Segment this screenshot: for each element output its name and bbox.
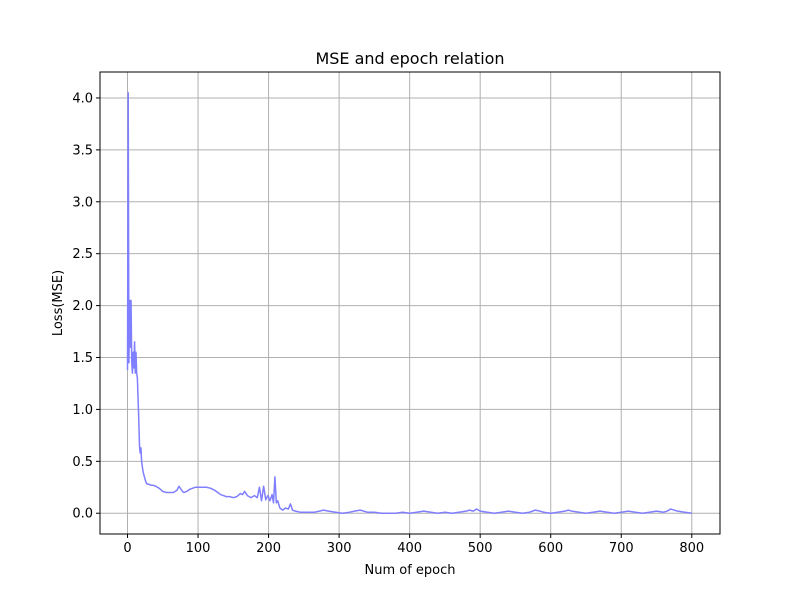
grid-lines	[100, 72, 720, 534]
series-lines	[126, 92, 692, 514]
x-tick-label: 500	[468, 541, 493, 556]
x-tick-label: 700	[609, 541, 634, 556]
y-tick-label: 3.0	[72, 195, 93, 210]
y-tick-label: 0.5	[72, 455, 93, 470]
x-tick-label: 800	[679, 541, 704, 556]
x-axis-label: Num of epoch	[364, 563, 455, 578]
y-tick-label: 2.5	[72, 247, 93, 262]
x-tick-label: 0	[123, 541, 131, 556]
y-tick-label: 0.0	[72, 507, 93, 522]
y-tick-label: 3.5	[72, 143, 93, 158]
y-tick-label: 1.5	[72, 351, 93, 366]
x-tick-label: 600	[538, 541, 563, 556]
x-tick-label: 100	[186, 541, 211, 556]
loss-series-line	[126, 92, 692, 514]
y-tick-label: 4.0	[72, 91, 93, 106]
y-axis-label: Loss(MSE)	[51, 270, 66, 336]
y-tick-label: 2.0	[72, 299, 93, 314]
chart-title: MSE and epoch relation	[315, 49, 504, 68]
x-tick-label: 300	[327, 541, 352, 556]
x-tick-label: 200	[256, 541, 281, 556]
y-axis-ticks: 0.0 0.5 1.0 1.5 2.0 2.5 3.0 3.5 4.0	[72, 91, 100, 522]
y-tick-label: 1.0	[72, 403, 93, 418]
x-tick-label: 400	[397, 541, 422, 556]
x-axis-ticks: 0 100 200 300 400 500 600 700 800	[123, 534, 704, 556]
